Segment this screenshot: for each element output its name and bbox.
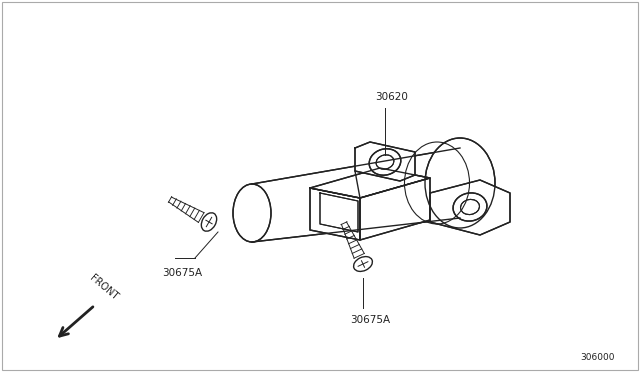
Polygon shape xyxy=(430,180,510,235)
Ellipse shape xyxy=(202,213,217,231)
Polygon shape xyxy=(355,142,415,181)
Ellipse shape xyxy=(233,184,271,242)
Ellipse shape xyxy=(453,193,487,221)
Text: 30675A: 30675A xyxy=(350,315,390,325)
Text: 30675A: 30675A xyxy=(162,268,202,278)
Ellipse shape xyxy=(425,138,495,228)
Ellipse shape xyxy=(353,257,372,272)
Text: FRONT: FRONT xyxy=(88,273,120,302)
Text: 30620: 30620 xyxy=(375,92,408,102)
Ellipse shape xyxy=(369,149,401,175)
Polygon shape xyxy=(360,178,430,240)
Polygon shape xyxy=(310,168,430,198)
Polygon shape xyxy=(310,188,360,240)
Text: 306000: 306000 xyxy=(580,353,615,362)
